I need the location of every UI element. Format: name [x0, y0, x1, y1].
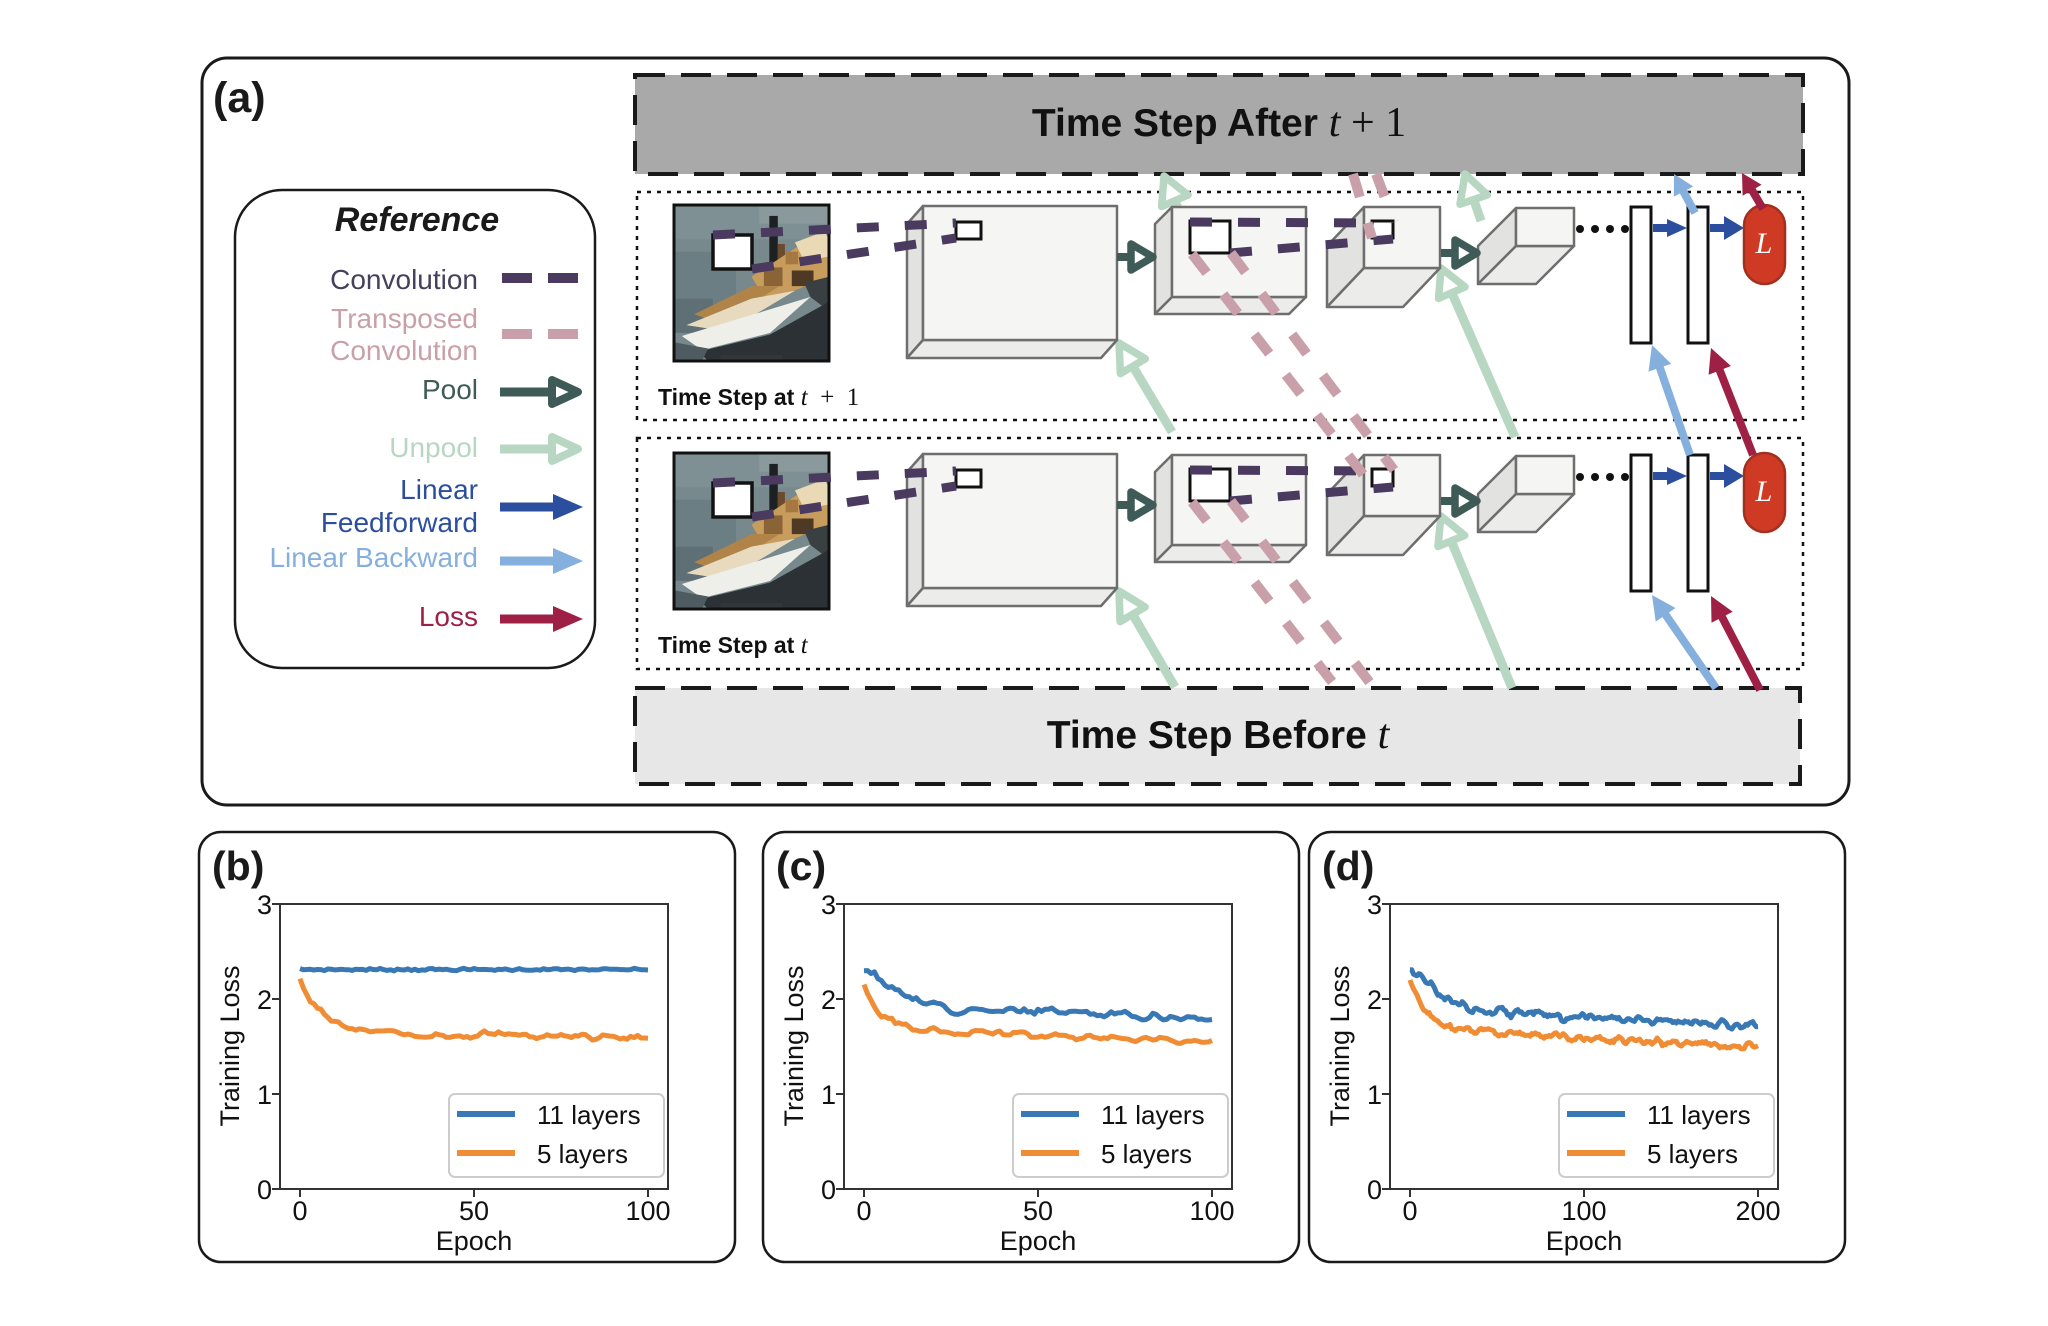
svg-text:50: 50 — [1023, 1196, 1053, 1226]
svg-text:3: 3 — [1367, 890, 1382, 920]
svg-text:Time Step Before t: Time Step Before t — [1047, 712, 1391, 758]
svg-text:50: 50 — [459, 1196, 489, 1226]
svg-text:Time Step After t + 1: Time Step After t + 1 — [1032, 100, 1406, 146]
svg-text:5 layers: 5 layers — [537, 1139, 628, 1169]
svg-text:1: 1 — [821, 1080, 836, 1110]
svg-text:100: 100 — [625, 1196, 670, 1226]
svg-text:100: 100 — [1189, 1196, 1234, 1226]
svg-text:5 layers: 5 layers — [1647, 1139, 1738, 1169]
svg-text:100: 100 — [1561, 1196, 1606, 1226]
svg-text:Epoch: Epoch — [1000, 1226, 1077, 1256]
svg-text:(d): (d) — [1322, 843, 1374, 889]
svg-text:L: L — [1755, 475, 1773, 508]
svg-text:0: 0 — [1402, 1196, 1417, 1226]
svg-text:200: 200 — [1735, 1196, 1780, 1226]
svg-text:5 layers: 5 layers — [1101, 1139, 1192, 1169]
svg-text:Training Loss: Training Loss — [215, 965, 245, 1126]
svg-text:Epoch: Epoch — [1546, 1226, 1623, 1256]
svg-text:Epoch: Epoch — [436, 1226, 513, 1256]
svg-text:0: 0 — [856, 1196, 871, 1226]
svg-text:Linear Backward: Linear Backward — [269, 542, 478, 573]
svg-text:1: 1 — [1367, 1080, 1382, 1110]
svg-text:Time Step at t + 1: Time Step at t + 1 — [658, 384, 859, 411]
svg-text:(c): (c) — [776, 843, 826, 889]
svg-text:Unpool: Unpool — [389, 432, 478, 463]
svg-text:L: L — [1755, 227, 1773, 260]
svg-text:Pool: Pool — [422, 374, 478, 405]
svg-text:Linear: Linear — [400, 474, 478, 505]
svg-text:0: 0 — [821, 1175, 836, 1205]
svg-text:(b): (b) — [212, 843, 264, 889]
svg-text:Reference: Reference — [335, 201, 499, 239]
svg-text:Feedforward: Feedforward — [321, 507, 478, 538]
svg-text:Training Loss: Training Loss — [1325, 965, 1355, 1126]
svg-text:1: 1 — [257, 1080, 272, 1110]
svg-text:11 layers: 11 layers — [1101, 1100, 1205, 1130]
svg-text:0: 0 — [257, 1175, 272, 1205]
svg-text:Transposed: Transposed — [331, 303, 478, 334]
svg-text:3: 3 — [821, 890, 836, 920]
svg-text:0: 0 — [1367, 1175, 1382, 1205]
svg-text:3: 3 — [257, 890, 272, 920]
svg-text:2: 2 — [257, 985, 272, 1015]
svg-text:0: 0 — [292, 1196, 307, 1226]
svg-text:11 layers: 11 layers — [537, 1100, 641, 1130]
svg-text:Training Loss: Training Loss — [779, 965, 809, 1126]
svg-text:Convolution: Convolution — [330, 335, 478, 366]
svg-text:2: 2 — [821, 985, 836, 1015]
svg-text:Time Step at t: Time Step at t — [658, 632, 809, 659]
svg-text:(a): (a) — [213, 74, 266, 122]
svg-text:Loss: Loss — [419, 601, 478, 632]
svg-text:11 layers: 11 layers — [1647, 1100, 1751, 1130]
svg-text:2: 2 — [1367, 985, 1382, 1015]
svg-text:Convolution: Convolution — [330, 264, 478, 295]
